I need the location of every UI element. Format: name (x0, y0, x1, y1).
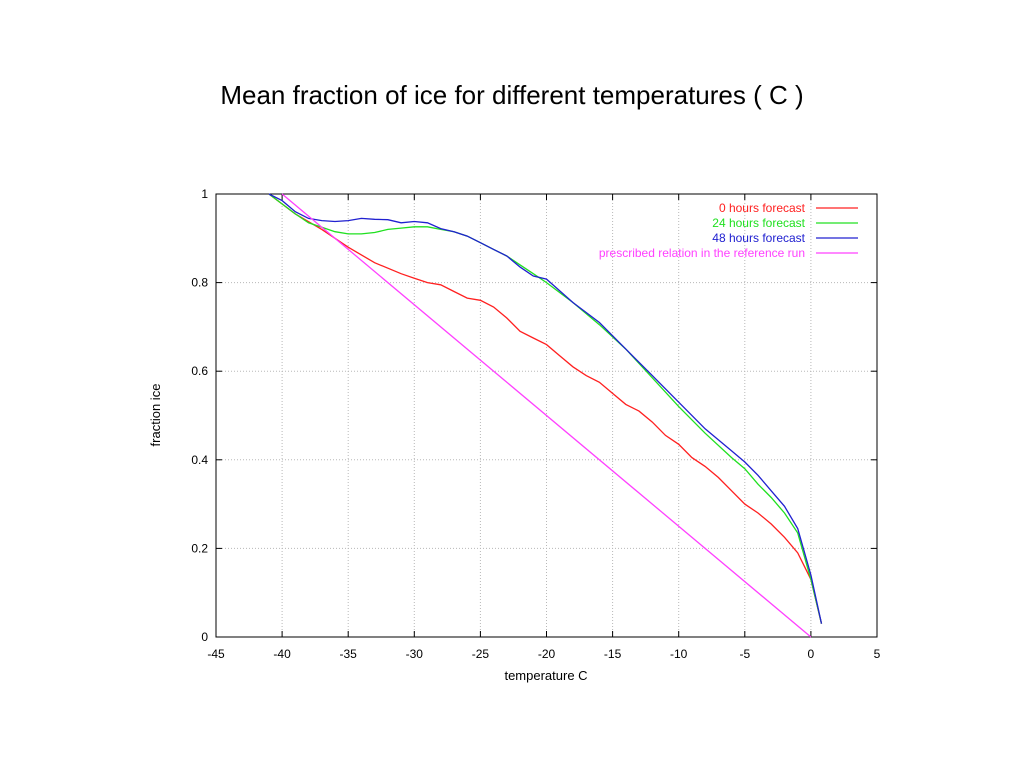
axis-ticks: -45 -40 -35 -30 -25 -20 -15 -10 -5 0 5 0 0.2 0.4 0.6 0.… (191, 187, 880, 661)
x-tick-label: -15 (604, 647, 622, 661)
legend-label-3: prescribed relation in the reference run (599, 246, 805, 260)
x-tick-label: -35 (340, 647, 358, 661)
series-line-3 (281, 193, 812, 638)
x-tick-label: -40 (273, 647, 291, 661)
legend-label-1: 24 hours forecast (712, 216, 805, 230)
y-tick-label: 0.2 (191, 541, 208, 555)
y-tick-label: 0 (201, 630, 208, 644)
grid (216, 194, 877, 637)
slide-title: Mean fraction of ice for different tempe… (220, 80, 804, 110)
x-tick-label: 0 (808, 647, 815, 661)
x-tick-label: -25 (472, 647, 490, 661)
x-tick-label: -20 (538, 647, 556, 661)
x-tick-label: -5 (739, 647, 750, 661)
legend-label-2: 48 hours forecast (712, 231, 805, 245)
y-tick-label: 0.6 (191, 364, 208, 378)
y-tick-label: 0.8 (191, 276, 208, 290)
x-tick-label: -10 (670, 647, 688, 661)
x-axis-label: temperature C (504, 668, 587, 683)
y-tick-label: 1 (201, 187, 208, 201)
series-lines (268, 193, 823, 638)
x-tick-label: -30 (406, 647, 424, 661)
series-line-2 (268, 193, 823, 624)
y-tick-label: 0.4 (191, 453, 208, 467)
x-tick-label: 5 (874, 647, 881, 661)
legend-label-0: 0 hours forecast (719, 201, 806, 215)
x-tick-label: -45 (207, 647, 225, 661)
y-axis-label: fraction ice (148, 384, 163, 447)
series-line-0 (268, 193, 823, 624)
